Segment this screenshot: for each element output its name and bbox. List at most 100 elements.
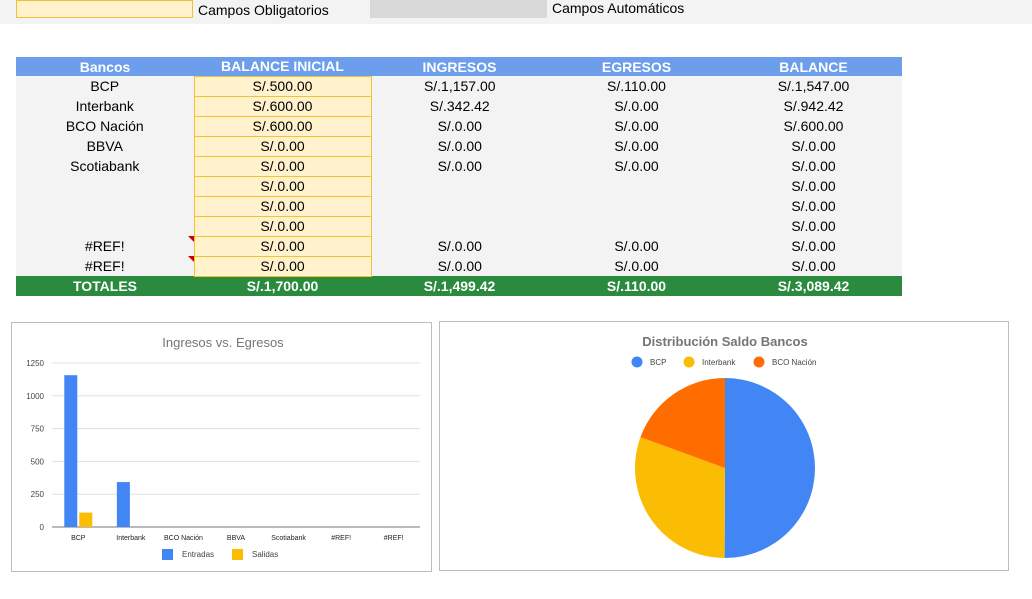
x-tick-label: Interbank xyxy=(116,535,146,542)
cell-ingresos[interactable]: S/.0.00 xyxy=(371,116,548,136)
table-row: Interbank S/.600.00 S/.342.42 S/.0.00 S/.942… xyxy=(16,95,902,117)
cell-egresos[interactable]: S/.0.00 xyxy=(548,136,725,156)
table-row: S/.0.00 S/.0.00 xyxy=(16,195,902,217)
bank-balance-table: Bancos BALANCE INICIAL INGRESOS EGRESOS … xyxy=(16,57,903,296)
cell-banco[interactable] xyxy=(16,196,194,216)
totals-inicial[interactable]: S/.1,700.00 xyxy=(194,276,371,296)
pie-slice xyxy=(640,378,725,468)
cell-egresos[interactable]: S/.0.00 xyxy=(548,236,725,256)
cell-balance[interactable]: S/.0.00 xyxy=(725,236,902,256)
bar-entradas xyxy=(64,375,78,527)
table-row: S/.0.00 S/.0.00 xyxy=(16,215,902,237)
cell-banco[interactable]: BCO Nación xyxy=(16,116,194,136)
header-egresos[interactable]: EGRESOS xyxy=(548,57,725,76)
legend-swatch xyxy=(232,549,243,560)
cell-egresos[interactable]: S/.0.00 xyxy=(548,156,725,176)
cell-ingresos[interactable] xyxy=(371,196,548,216)
cell-balance[interactable]: S/.0.00 xyxy=(725,136,902,156)
required-field-swatch xyxy=(16,0,193,18)
cell-inicial[interactable]: S/.0.00 xyxy=(193,135,372,157)
legend-label: BCP xyxy=(650,358,666,367)
y-tick-label: 250 xyxy=(31,490,45,499)
cell-ingresos[interactable]: S/.0.00 xyxy=(371,256,548,276)
cell-ingresos[interactable]: S/.0.00 xyxy=(371,156,548,176)
cell-ingresos[interactable] xyxy=(371,216,548,236)
cell-banco[interactable]: #REF! xyxy=(16,256,194,276)
table-row: Scotiabank S/.0.00 S/.0.00 S/.0.00 S/.0.00 xyxy=(16,155,902,177)
bar-chart: Ingresos vs. Egresos 0 250 500 750 1000 1250 BC… xyxy=(26,335,420,560)
header-balance[interactable]: BALANCE xyxy=(725,57,902,76)
y-tick-label: 750 xyxy=(31,425,45,434)
table-row: BBVA S/.0.00 S/.0.00 S/.0.00 S/.0.00 xyxy=(16,135,902,157)
cell-egresos[interactable] xyxy=(548,176,725,196)
cell-balance[interactable]: S/.0.00 xyxy=(725,216,902,236)
table-header-row: Bancos BALANCE INICIAL INGRESOS EGRESOS … xyxy=(16,57,902,76)
cell-balance[interactable]: S/.0.00 xyxy=(725,196,902,216)
cell-balance[interactable]: S/.600.00 xyxy=(725,116,902,136)
cell-banco[interactable]: Interbank xyxy=(16,96,194,116)
totals-egresos[interactable]: S/.110.00 xyxy=(548,276,725,296)
cell-balance[interactable]: S/.942.42 xyxy=(725,96,902,116)
pie-chart-title: Distribución Saldo Bancos xyxy=(642,334,807,349)
cell-egresos[interactable] xyxy=(548,196,725,216)
cell-inicial[interactable]: S/.0.00 xyxy=(193,255,372,277)
cell-egresos[interactable]: S/.0.00 xyxy=(548,116,725,136)
pie-chart-panel[interactable]: Distribución Saldo Bancos BCP Interbank BCO… xyxy=(439,321,1009,571)
legend-swatch xyxy=(162,549,173,560)
pie-chart: Distribución Saldo Bancos BCP Interbank BCO… xyxy=(631,334,816,558)
legend-label: BCO Nación xyxy=(772,358,816,367)
cell-ingresos[interactable]: S/.0.00 xyxy=(371,236,548,256)
cell-balance[interactable]: S/.1,547.00 xyxy=(725,76,902,96)
legend-label: Interbank xyxy=(702,358,736,367)
cell-inicial[interactable]: S/.600.00 xyxy=(193,115,372,137)
legend-dot xyxy=(753,356,765,368)
totals-ingresos[interactable]: S/.1,499.42 xyxy=(371,276,548,296)
cell-balance[interactable]: S/.0.00 xyxy=(725,176,902,196)
x-tick-label: BCO Nación xyxy=(164,535,203,542)
header-ingresos[interactable]: INGRESOS xyxy=(371,57,548,76)
required-field-label: Campos Obligatorios xyxy=(198,2,329,18)
cell-banco[interactable]: BCP xyxy=(16,76,194,96)
cell-inicial[interactable]: S/.500.00 xyxy=(193,75,372,97)
cell-banco[interactable]: Scotiabank xyxy=(16,156,194,176)
y-tick-label: 500 xyxy=(31,457,45,466)
cell-banco[interactable] xyxy=(16,176,194,196)
bar-chart-panel[interactable]: Ingresos vs. Egresos 0 250 500 750 1000 1250 BC… xyxy=(11,322,432,572)
cell-inicial[interactable]: S/.0.00 xyxy=(193,155,372,177)
pie-slice xyxy=(635,437,725,558)
cell-balance[interactable]: S/.0.00 xyxy=(725,156,902,176)
auto-field-label: Campos Automáticos xyxy=(552,0,685,16)
table-row: #REF! S/.0.00 S/.0.00 S/.0.00 S/.0.00 xyxy=(16,255,902,277)
cell-banco[interactable]: BBVA xyxy=(16,136,194,156)
cell-inicial[interactable]: S/.0.00 xyxy=(193,195,372,217)
cell-egresos[interactable] xyxy=(548,216,725,236)
x-tick-label: BCP xyxy=(71,535,86,542)
table-row: BCO Nación S/.600.00 S/.0.00 S/.0.00 S/.600.… xyxy=(16,115,902,137)
legend-dot xyxy=(631,356,643,368)
cell-balance[interactable]: S/.0.00 xyxy=(725,256,902,276)
cell-egresos[interactable]: S/.0.00 xyxy=(548,256,725,276)
cell-egresos[interactable]: S/.0.00 xyxy=(548,96,725,116)
cell-ingresos[interactable]: S/.342.42 xyxy=(371,96,548,116)
bar-chart-title: Ingresos vs. Egresos xyxy=(162,335,284,350)
cell-inicial[interactable]: S/.600.00 xyxy=(193,95,372,117)
cell-banco[interactable] xyxy=(16,216,194,236)
cell-inicial[interactable]: S/.0.00 xyxy=(193,235,372,257)
cell-ingresos[interactable]: S/.1,157.00 xyxy=(371,76,548,96)
cell-inicial[interactable]: S/.0.00 xyxy=(193,175,372,197)
header-balance-inicial[interactable]: BALANCE INICIAL xyxy=(194,57,371,76)
x-tick-label: BBVA xyxy=(227,535,245,542)
cell-ingresos[interactable]: S/.0.00 xyxy=(371,136,548,156)
legend-label: Entradas xyxy=(182,550,214,559)
pie-slice xyxy=(724,378,815,558)
table-row: S/.0.00 S/.0.00 xyxy=(16,175,902,197)
cell-egresos[interactable]: S/.110.00 xyxy=(548,76,725,96)
cell-banco[interactable]: #REF! xyxy=(16,236,194,256)
header-bancos[interactable]: Bancos xyxy=(16,57,194,76)
totals-label[interactable]: TOTALES xyxy=(16,276,194,296)
totals-balance[interactable]: S/.3,089.42 xyxy=(725,276,902,296)
auto-field-swatch xyxy=(370,0,547,18)
cell-inicial[interactable]: S/.0.00 xyxy=(193,215,372,237)
cell-ingresos[interactable] xyxy=(371,176,548,196)
legend-label: Salidas xyxy=(252,550,278,559)
